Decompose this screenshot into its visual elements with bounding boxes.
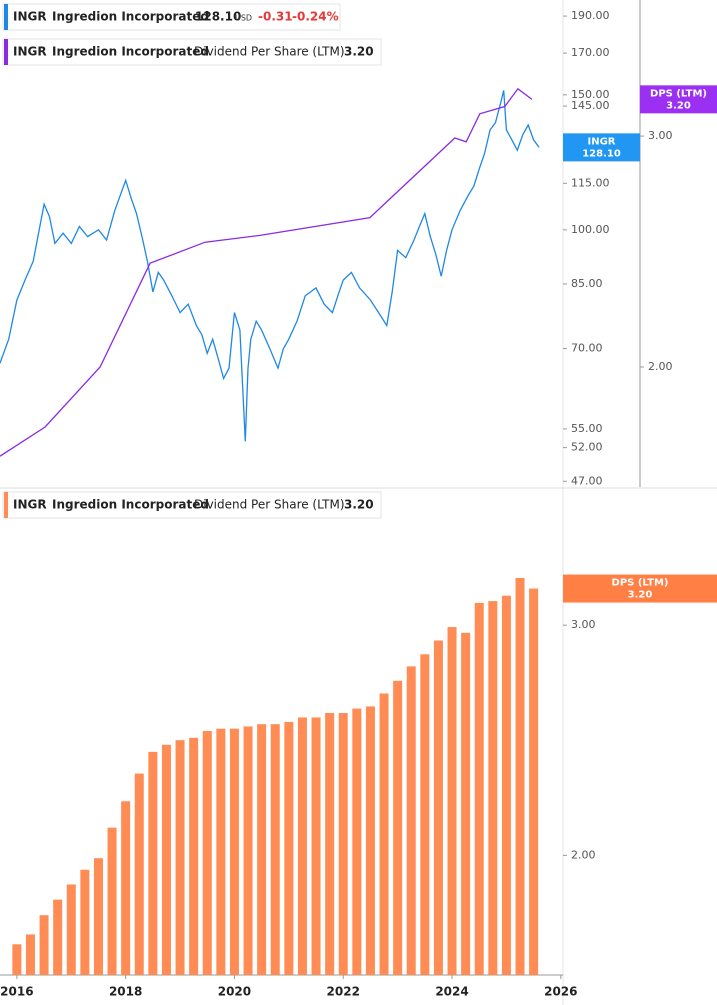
- legend-symbol: INGR: [13, 10, 47, 24]
- bar: [365, 706, 375, 975]
- price-tag: [640, 85, 717, 114]
- bar: [352, 708, 362, 975]
- legend-box: [2, 491, 382, 519]
- x-tick-label: 2022: [327, 985, 360, 999]
- legend-symbol: INGR: [13, 45, 47, 59]
- y-tick-label: 150.00: [571, 88, 610, 101]
- bar: [202, 730, 212, 975]
- bar: [325, 713, 335, 975]
- y-tick-label: 145.00: [571, 99, 610, 112]
- bar: [175, 740, 185, 975]
- series-line: [0, 87, 533, 457]
- legend-currency: USD: [235, 14, 252, 23]
- legend-metric: Dividend Per Share (LTM): [194, 45, 345, 59]
- bar: [12, 944, 22, 975]
- bar: [379, 693, 389, 975]
- bar: [488, 601, 498, 975]
- legend-value: 3.20: [344, 45, 374, 59]
- legend-name: Ingredion Incorporated: [52, 45, 209, 59]
- bar: [134, 773, 144, 975]
- y-tick-label: 3.00: [571, 618, 596, 631]
- bar: [189, 737, 199, 975]
- legend-metric: Dividend Per Share (LTM): [194, 498, 345, 512]
- legend-name: Ingredion Incorporated: [52, 498, 209, 512]
- price-tag-name: DPS (LTM): [650, 88, 707, 99]
- x-tick-label: 2020: [218, 985, 251, 999]
- x-tick-label: 2016: [0, 985, 33, 999]
- bar: [474, 602, 484, 975]
- series-line: [0, 90, 540, 442]
- bar: [284, 721, 294, 975]
- bar: [107, 827, 117, 975]
- y-tick-label: 85.00: [571, 277, 603, 290]
- y-tick-label: 100.00: [571, 223, 610, 236]
- bar: [297, 717, 307, 975]
- bar: [257, 724, 267, 975]
- legend: INGR Ingredion Incorporated 128.10 USD -…: [2, 3, 341, 31]
- bar: [393, 680, 403, 975]
- bar: [447, 627, 457, 975]
- y-tick-label: 55.00: [571, 422, 603, 435]
- price-tag: [563, 574, 717, 603]
- y-tick-label: 115.00: [571, 176, 610, 189]
- x-tick-label: 2026: [544, 985, 577, 999]
- legend-price: 128.10: [195, 10, 241, 24]
- bar: [515, 577, 525, 975]
- legend-swatch: [4, 492, 8, 518]
- y-tick-label: 47.00: [571, 474, 603, 487]
- bar: [53, 899, 63, 975]
- price-tag-value: 3.20: [666, 100, 691, 111]
- legend-change: -0.31: [258, 10, 293, 24]
- legend-change-pct: -0.24%: [292, 10, 339, 24]
- bar: [148, 751, 158, 975]
- bar: [93, 858, 103, 975]
- x-tick-label: 2018: [109, 985, 142, 999]
- bar: [338, 713, 348, 975]
- y-tick-label: 190.00: [571, 9, 610, 22]
- bar: [270, 724, 280, 975]
- y-tick-label: 2.00: [571, 848, 596, 861]
- legend-box: [2, 38, 382, 66]
- legend-swatch: [4, 39, 8, 65]
- price-tag-value: 3.20: [628, 590, 653, 601]
- y-tick-label: 170.00: [571, 46, 610, 59]
- bar: [433, 640, 443, 975]
- legend-swatch: [4, 4, 8, 30]
- bar: [461, 632, 471, 975]
- bar: [161, 744, 171, 975]
- y-tick-label: 2.00: [648, 360, 673, 373]
- bar: [420, 654, 430, 975]
- legend-symbol: INGR: [13, 498, 47, 512]
- bar: [529, 588, 539, 975]
- price-tag-value: 128.10: [582, 148, 621, 159]
- bar: [121, 801, 131, 975]
- bar: [311, 717, 321, 975]
- legend-value: 3.20: [344, 498, 374, 512]
- bar: [243, 726, 253, 975]
- price-tag-name: DPS (LTM): [612, 578, 669, 589]
- legend-name: Ingredion Incorporated: [52, 10, 209, 24]
- bar: [66, 884, 76, 975]
- bar: [501, 595, 511, 975]
- price-tag: [563, 133, 640, 162]
- y-tick-label: 3.00: [648, 129, 673, 142]
- x-tick-label: 2024: [435, 985, 468, 999]
- bar: [80, 869, 90, 975]
- y-tick-label: 52.00: [571, 441, 603, 454]
- bar: [216, 728, 226, 975]
- price-tag-name: INGR: [588, 136, 616, 147]
- legend: INGR Ingredion Incorporated Dividend Per…: [2, 491, 382, 519]
- legend-box: [2, 3, 341, 31]
- legend: INGR Ingredion Incorporated Dividend Per…: [2, 38, 382, 66]
- bar: [406, 666, 416, 975]
- bar: [39, 915, 49, 975]
- bar: [229, 728, 239, 975]
- y-tick-label: 70.00: [571, 342, 603, 355]
- bar: [25, 934, 35, 975]
